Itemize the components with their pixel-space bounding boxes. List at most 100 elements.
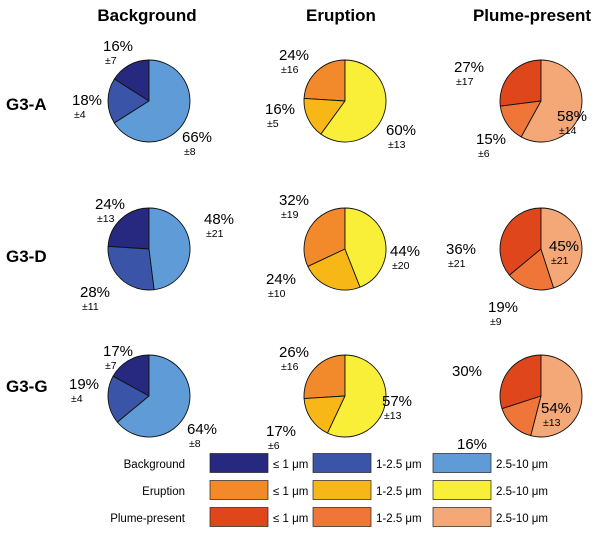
pct-label: 24% (266, 271, 296, 288)
pie-slice-2-5-10um (520, 59, 583, 143)
pct-label: 27% (454, 59, 484, 76)
pie-slice-1-2-5um (107, 78, 150, 124)
pct-label: 60% (386, 122, 416, 139)
pie-slice-2-5-10um (530, 354, 583, 438)
pie-slice-le1um (303, 207, 346, 268)
column-title-eruption: Eruption (306, 6, 376, 25)
pct-label: 19% (69, 376, 99, 393)
pct-label: 19% (488, 299, 518, 316)
legend-swatch (312, 453, 372, 473)
sd-label: ±14 (559, 125, 577, 137)
legend-row-label: Eruption (142, 486, 185, 498)
sd-label: ±21 (551, 255, 569, 267)
pct-label: 64% (187, 421, 217, 438)
pie-g3-g-background: 17%±7 19%±4 64%±8 (69, 343, 217, 450)
sd-label: ±13 (97, 213, 115, 225)
column-title-plume-present: Plume-present (473, 6, 591, 25)
legend-size-label: ≤ 1 μm (273, 513, 308, 525)
pct-label: 32% (279, 192, 309, 209)
sd-label: ±16 (281, 64, 299, 76)
pct-label: 24% (95, 196, 125, 213)
legend-size-label: ≤ 1 μm (273, 459, 308, 471)
legend-row-eruption: Eruption ≤ 1 μm 1-2.5 μm 2.5-10 μm (142, 480, 548, 500)
legend-swatch (432, 480, 492, 500)
column-title-background: Background (97, 6, 196, 25)
pct-label: 26% (279, 344, 309, 361)
legend-swatch (432, 453, 492, 473)
legend-swatch (312, 507, 372, 527)
legend-row-plume-present: Plume-present ≤ 1 μm 1-2.5 μm 2.5-10 μm (110, 507, 548, 527)
legend-swatch (209, 453, 269, 473)
pct-label: 44% (390, 243, 420, 260)
pie-slice-2-5-10um (540, 207, 583, 289)
sd-label: ±9 (490, 316, 502, 328)
legend-size-label: 1-2.5 μm (376, 513, 422, 525)
pct-label: 28% (80, 284, 110, 301)
pie-slice-1-2-5um (307, 248, 361, 291)
pie-g3-a-plume-present: 27%±17 15%±6 58%±14 (454, 59, 587, 160)
sd-label: ±16 (281, 361, 299, 373)
pie-slice-1-2-5um (107, 245, 155, 291)
pie-g3-a-background: 16%±7 18%±4 66%±8 (72, 38, 212, 158)
sd-label: ±13 (543, 417, 561, 429)
sd-label: ±21 (206, 228, 224, 240)
legend-swatch (209, 480, 269, 500)
legend-size-label: 2.5-10 μm (496, 486, 548, 498)
pie-g3-d-background: 24%±13 28%±11 48%±21 (80, 196, 234, 313)
sd-label: ±6 (478, 148, 490, 160)
legend-size-label: ≤ 1 μm (273, 486, 308, 498)
pie-slice-le1um (499, 207, 542, 276)
pie-slice-le1um (303, 354, 346, 400)
pct-label: 57% (382, 393, 412, 410)
pct-label: 16% (265, 101, 295, 118)
pie-slice-2-5-10um (148, 207, 191, 291)
pie-slice-1-2-5um (107, 375, 150, 423)
legend-swatch (432, 507, 492, 527)
legend-size-label: 2.5-10 μm (496, 459, 548, 471)
row-label-g3-g: G3-G (6, 377, 48, 396)
pct-label: 66% (182, 129, 212, 146)
sd-label: ±8 (189, 438, 201, 450)
pie-slice-2-5-10um (326, 354, 387, 438)
legend-size-label: 1-2.5 μm (376, 459, 422, 471)
pct-label: 17% (266, 423, 296, 440)
row-label-g3-a: G3-A (6, 95, 47, 114)
legend-swatch (312, 480, 372, 500)
sd-label: ±13 (384, 410, 402, 422)
legend-swatch (209, 507, 269, 527)
pct-label: 16% (103, 38, 133, 55)
sd-label: ±13 (388, 139, 406, 151)
pct-label: 18% (72, 92, 102, 109)
sd-label: ±19 (281, 209, 299, 221)
row-label-g3-d: G3-D (6, 247, 47, 266)
sd-label: ±6 (268, 440, 280, 452)
pie-slice-le1um (303, 59, 346, 102)
pie-slice-1-2-5um (303, 395, 346, 434)
pie-slice-2-5-10um (320, 59, 387, 143)
sd-label: ±10 (268, 288, 286, 300)
pie-slice-le1um (499, 59, 542, 107)
legend-row-label: Plume-present (110, 513, 186, 525)
pct-label: 54% (541, 400, 571, 417)
pct-label: 36% (446, 241, 476, 258)
legend-size-label: 1-2.5 μm (376, 486, 422, 498)
sd-label: ±11 (82, 301, 99, 313)
legend-row-label: Background (124, 459, 185, 471)
pct-label: 16% (457, 436, 487, 453)
pct-label: 58% (557, 108, 587, 125)
sd-label: ±7 (105, 360, 117, 372)
pct-label: 15% (476, 131, 506, 148)
sd-label: ±21 (448, 258, 466, 270)
legend-row-background: Background ≤ 1 μm 1-2.5 μm 2.5-10 μm (124, 453, 548, 473)
sd-label: ±20 (392, 260, 410, 272)
legend-size-label: 2.5-10 μm (496, 513, 548, 525)
pie-slice-le1um (499, 354, 542, 410)
pie-g3-a-eruption: 24%±16 16%±5 60%±13 (265, 47, 416, 151)
sd-label: ±7 (105, 55, 117, 67)
pct-label: 24% (279, 47, 309, 64)
pie-g3-g-eruption: 26%±16 17%±6 57%±13 (266, 344, 412, 452)
pie-slice-le1um (112, 354, 150, 397)
sd-label: ±4 (74, 109, 86, 121)
pie-g3-g-plume-present: 30%16%±654%±13 (452, 354, 583, 465)
